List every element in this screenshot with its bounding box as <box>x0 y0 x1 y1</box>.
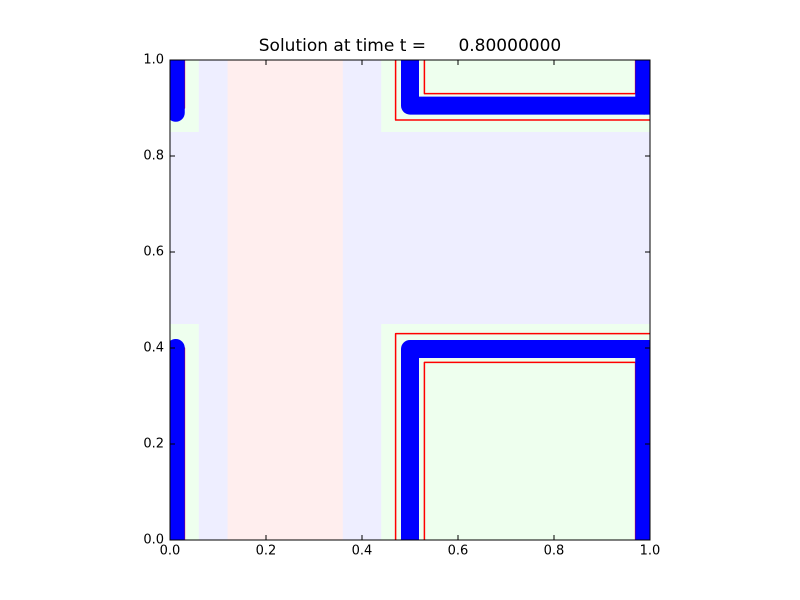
contour-line <box>394 60 650 121</box>
contour-band <box>401 339 650 540</box>
y-tick-label: 0.8 <box>143 149 164 164</box>
x-tick-label: 0.2 <box>256 544 277 559</box>
region <box>381 60 650 132</box>
region <box>381 324 650 540</box>
y-tick-label: 0.0 <box>143 533 164 548</box>
y-tick-label: 1.0 <box>143 53 164 68</box>
x-tick-label: 0.0 <box>160 544 181 559</box>
chart-title: Solution at time t = 0.80000000 <box>259 36 561 56</box>
y-tick-label: 0.4 <box>143 341 164 356</box>
axes-frame <box>169 59 651 541</box>
x-tick-label: 1.0 <box>640 544 661 559</box>
x-tick-label: 0.8 <box>544 544 565 559</box>
y-tick-label: 0.6 <box>143 245 164 260</box>
x-tick-label: 0.6 <box>448 544 469 559</box>
region <box>227 60 343 540</box>
plot-area <box>170 60 650 540</box>
x-tick-label: 0.4 <box>352 544 373 559</box>
contour-line <box>394 332 650 540</box>
contour-band <box>401 60 650 115</box>
y-tick-label: 0.2 <box>143 437 164 452</box>
